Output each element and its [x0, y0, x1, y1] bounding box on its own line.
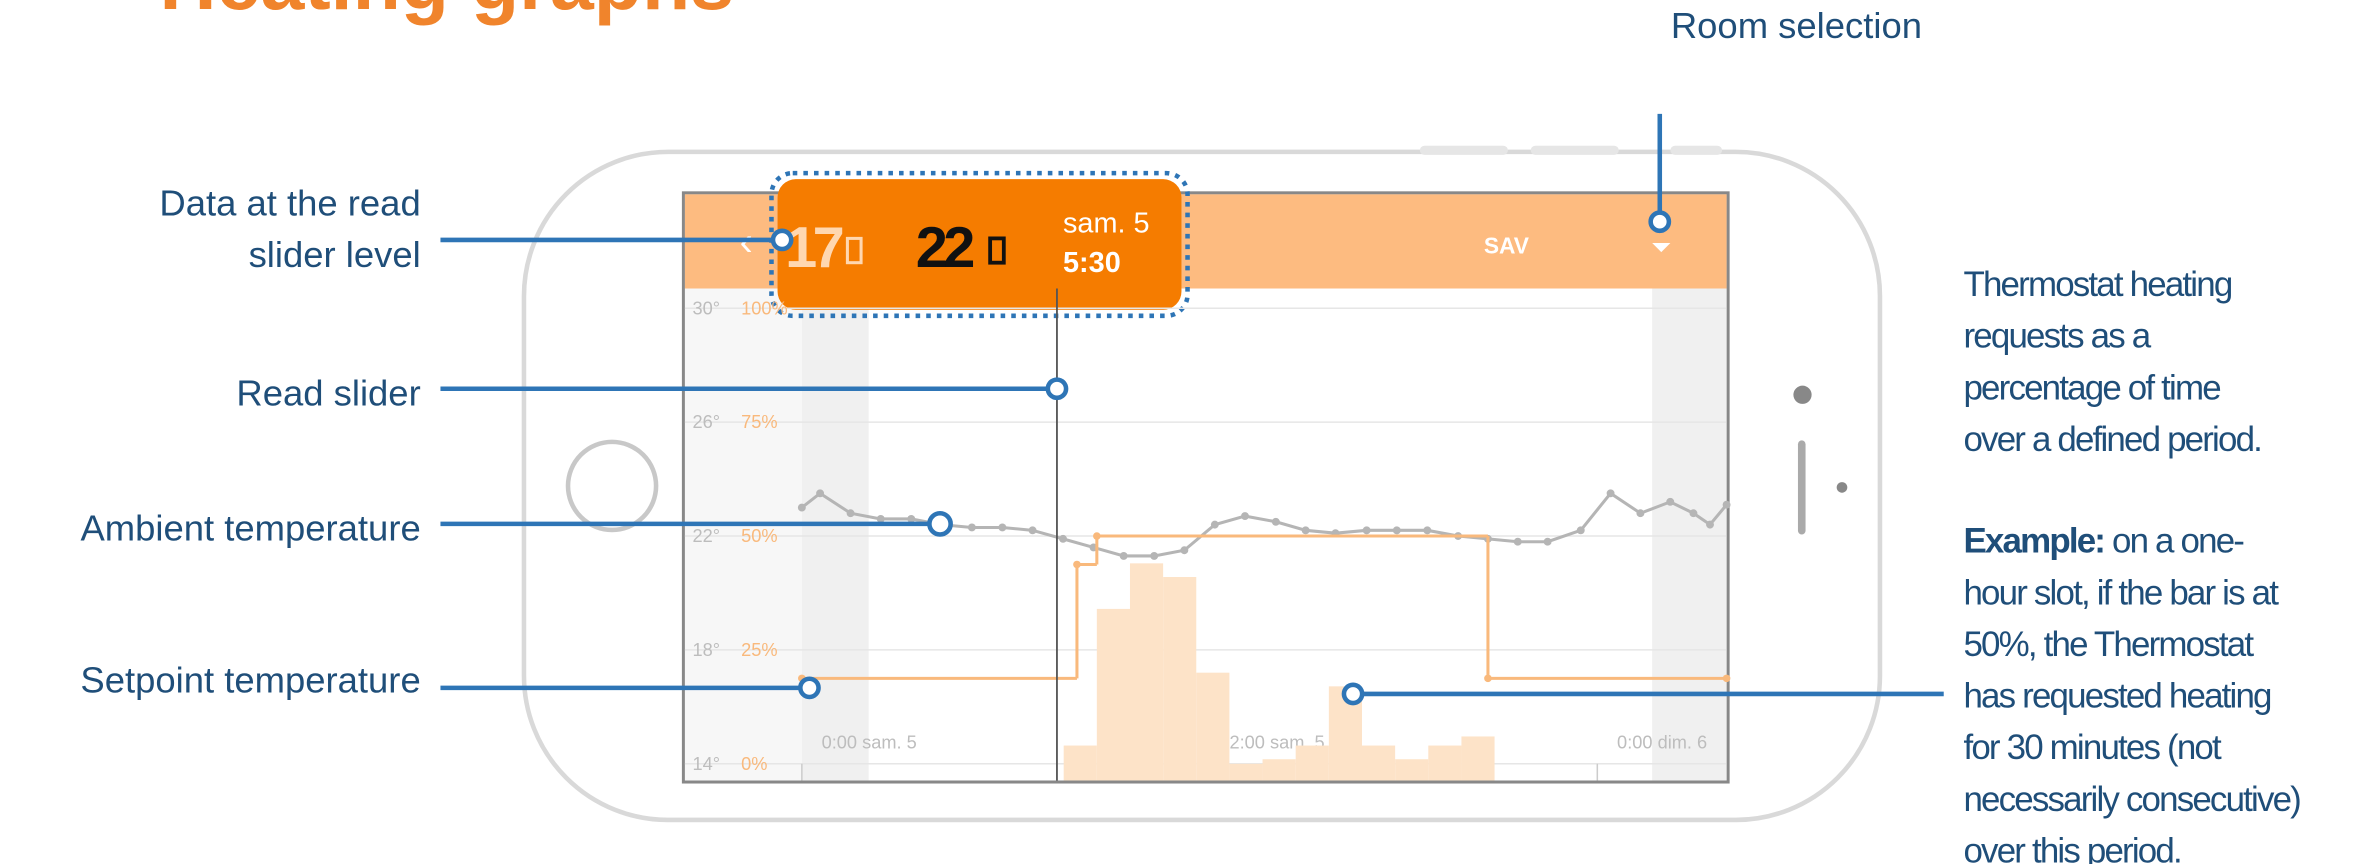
note-line: Thermostat heating	[1963, 265, 2231, 304]
bar	[1296, 746, 1329, 781]
ambient-point	[1150, 552, 1158, 560]
ambient-point	[1706, 521, 1714, 529]
page: {"header":{"title":"Heating graphs","roo…	[0, 0, 2369, 864]
callout-label: slider level	[249, 234, 421, 275]
current-temp: 17	[785, 216, 843, 280]
time: 5:30	[1063, 247, 1121, 279]
leader-dot	[800, 679, 818, 697]
ambient-point	[1120, 552, 1128, 560]
y2-tick-label: 0%	[741, 754, 767, 774]
x-tick-label: 0:00 dim. 6	[1617, 733, 1707, 753]
y-tick-label: 18°	[693, 640, 721, 660]
note-line: over this period.	[1963, 831, 2180, 864]
y2-tick-label: 75%	[741, 412, 777, 432]
side-note: Example: on a one- Thermostat heating req…	[1963, 265, 2300, 864]
callout-label: Setpoint temperature	[80, 659, 420, 700]
leader-dot	[1344, 685, 1362, 703]
note-line: hour slot, if the bar is at	[1963, 573, 2279, 612]
ambient-point	[1241, 512, 1249, 520]
y-tick-label: 22°	[693, 526, 721, 546]
callout-label: Ambient temperature	[80, 508, 420, 549]
note-emphasis: Example:	[1963, 522, 2104, 561]
bar	[1097, 609, 1130, 781]
figure: Heating graphs Room selection ‹ 17 22 sa…	[0, 0, 2369, 864]
ambient-point	[1272, 518, 1280, 526]
ambient-point	[1607, 489, 1615, 497]
ambient-point	[1029, 526, 1037, 534]
phone-button	[1670, 146, 1722, 155]
ambient-point	[998, 524, 1006, 532]
ambient-point	[1423, 526, 1431, 534]
setpoint-point	[1484, 675, 1492, 683]
page-title: Heating graphs	[160, 0, 735, 26]
bar	[1130, 563, 1163, 780]
bar	[1263, 759, 1296, 780]
ambient-point	[1211, 521, 1219, 529]
ambient-point	[1393, 526, 1401, 534]
bar	[1395, 759, 1428, 780]
note-text: on a one-	[2112, 522, 2244, 561]
leader-dot	[773, 231, 791, 249]
bar	[1196, 673, 1229, 781]
setpoint-point	[1073, 561, 1081, 569]
room-selection-label: Room selection	[1671, 5, 1922, 46]
y-tick-label: 14°	[693, 754, 721, 774]
sensor	[1837, 482, 1848, 493]
x-tick-label: 0:00 sam. 5	[822, 733, 917, 753]
camera	[1793, 386, 1811, 404]
y-tick-label: 26°	[693, 412, 721, 432]
ambient-point	[1666, 498, 1674, 506]
callout-label: Read slider	[236, 372, 420, 413]
setpoint-temp: 22	[916, 216, 974, 280]
note-line: requests as a	[1963, 317, 2151, 356]
ambient-point	[1302, 526, 1310, 534]
ambient-point	[1363, 526, 1371, 534]
ambient-point	[798, 504, 806, 512]
phone-button	[1420, 146, 1508, 155]
y2-tick-label: 50%	[741, 526, 777, 546]
ambient-point	[1514, 538, 1522, 546]
note-line: over a defined period.	[1963, 420, 2261, 459]
ambient-point	[1636, 509, 1644, 517]
bar	[1362, 746, 1395, 781]
leader-dot	[1651, 213, 1669, 231]
note-line: has requested heating	[1963, 677, 2271, 716]
bar	[1461, 736, 1494, 780]
setpoint-point	[1093, 532, 1101, 540]
leader-dot	[1048, 380, 1066, 398]
ambient-point	[968, 524, 976, 532]
note-line: for 30 minutes (not	[1963, 728, 2222, 767]
night-shade	[802, 289, 869, 781]
ambient-point	[816, 489, 824, 497]
ambient-point	[1723, 501, 1731, 509]
note-line: 50%, the Thermostat	[1963, 625, 2254, 664]
note-line: Example: on a one-	[1963, 522, 2244, 561]
ambient-point	[1059, 535, 1067, 543]
setpoint-point	[1723, 675, 1731, 683]
speaker	[1798, 440, 1806, 534]
ambient-point	[1689, 509, 1697, 517]
bar	[1229, 764, 1262, 781]
night-shade	[1652, 289, 1726, 781]
note-line: necessarily consecutive)	[1963, 780, 2300, 819]
y2-tick-label: 100%	[741, 298, 788, 318]
room-name[interactable]: SAV	[1484, 233, 1530, 259]
y2-tick-label: 25%	[741, 640, 777, 660]
bar	[1163, 577, 1196, 780]
y-tick-label: 30°	[693, 298, 721, 318]
ambient-point	[1577, 526, 1585, 534]
leader-dot	[929, 513, 950, 534]
callout-label: Data at the read	[159, 183, 420, 224]
home-button	[568, 442, 656, 530]
ambient-point	[847, 509, 855, 517]
ambient-point	[1180, 546, 1188, 554]
date: sam. 5	[1063, 207, 1150, 239]
bar	[1428, 746, 1461, 781]
phone-button	[1531, 146, 1619, 155]
bar	[1064, 746, 1097, 781]
ambient-point	[1544, 538, 1552, 546]
note-line: percentage of time	[1963, 368, 2220, 407]
